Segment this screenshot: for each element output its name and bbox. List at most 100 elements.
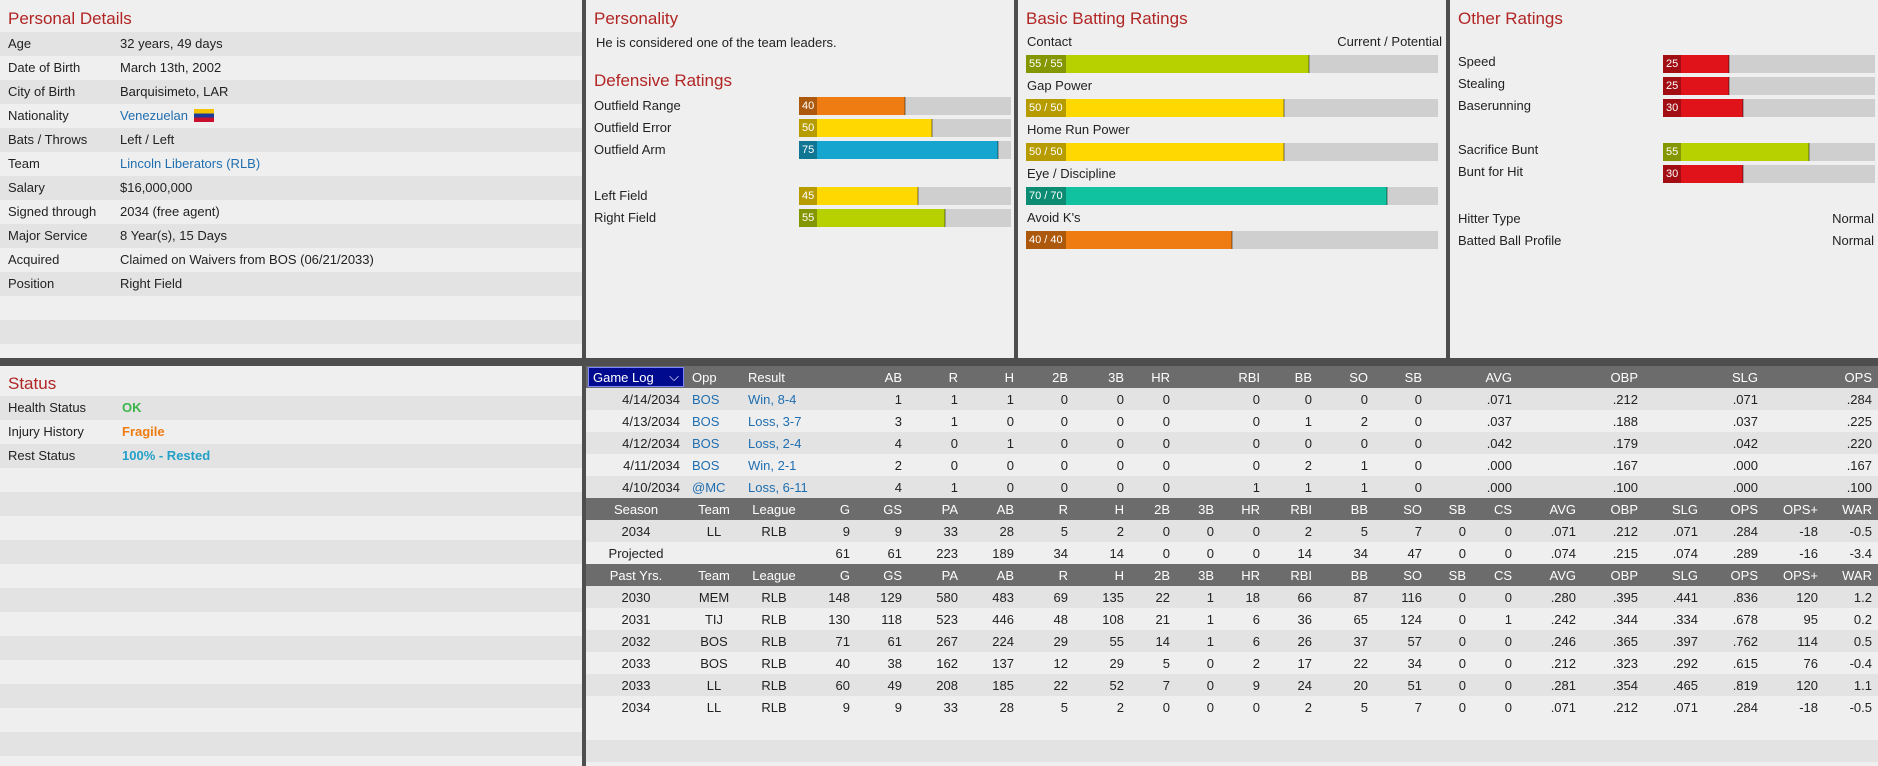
past-years-cell: LL bbox=[706, 699, 722, 715]
game-log-col-header[interactable]: AVG bbox=[1428, 366, 1518, 388]
game-log-row[interactable]: 4/14/2034 BOS Win, 8-4 1 1 1 0 0 0 0 0 0 0.071.212.0… bbox=[586, 388, 1878, 410]
past-years-col-header[interactable]: OPS+ bbox=[1764, 564, 1824, 586]
game-log-col-header[interactable]: Opp bbox=[686, 366, 742, 388]
game-log-row[interactable]: 4/12/2034 BOS Loss, 2-4 4 0 1 0 0 0 0 0 0 0.042.179.… bbox=[586, 432, 1878, 454]
season-stats-col-header[interactable]: WAR bbox=[1824, 498, 1878, 520]
season-stats-col-header[interactable]: SO bbox=[1374, 498, 1428, 520]
season-stats-col-header[interactable]: AB bbox=[964, 498, 1020, 520]
past-years-col-header[interactable]: RBI bbox=[1266, 564, 1318, 586]
past-years-col-header[interactable]: Team bbox=[686, 564, 742, 586]
game-log-cell: 1 bbox=[964, 432, 1020, 454]
season-stats-col-header[interactable]: H bbox=[1074, 498, 1130, 520]
detail-value-team[interactable]: Lincoln Liberators (RLB) bbox=[120, 156, 261, 171]
game-log-col-header[interactable]: 2B bbox=[1020, 366, 1074, 388]
opponent-link[interactable]: BOS bbox=[686, 432, 742, 454]
game-log-cell: .000 bbox=[1644, 476, 1764, 498]
result-link[interactable]: Loss, 2-4 bbox=[742, 432, 856, 454]
season-stats-col-header[interactable]: OPS bbox=[1704, 498, 1764, 520]
game-log-col-header[interactable]: R bbox=[908, 366, 964, 388]
game-log-col-header[interactable]: HR bbox=[1130, 366, 1176, 388]
past-years-col-header[interactable]: CS bbox=[1472, 564, 1518, 586]
game-log-col-header[interactable]: H bbox=[964, 366, 1020, 388]
past-years-col-header[interactable]: WAR bbox=[1824, 564, 1878, 586]
past-years-col-header[interactable]: League bbox=[742, 564, 806, 586]
game-log-row[interactable]: 4/11/2034 BOS Win, 2-1 2 0 0 0 0 0 0 2 1 0 .000 .167 .0… bbox=[586, 454, 1878, 476]
season-stats-cell: .212 bbox=[1582, 520, 1644, 542]
game-log-col-header[interactable]: SLG bbox=[1644, 366, 1764, 388]
season-stats-col-header[interactable]: PA bbox=[908, 498, 964, 520]
result-link[interactable]: Loss, 3-7 bbox=[748, 413, 802, 429]
game-log-col-header[interactable]: RBI bbox=[1176, 366, 1266, 388]
game-log-col-header[interactable]: SB bbox=[1374, 366, 1428, 388]
past-years-header: Past Yrs. Team League G GS PA AB R H 2B 3B HR RBI BB S… bbox=[586, 564, 1878, 586]
season-stats-col-header[interactable]: AVG bbox=[1518, 498, 1582, 520]
past-years-col-header[interactable]: AVG bbox=[1518, 564, 1582, 586]
past-years-col-header[interactable]: SLG bbox=[1644, 564, 1704, 586]
past-years-col-header[interactable]: R bbox=[1020, 564, 1074, 586]
season-stats-col-header[interactable]: R bbox=[1020, 498, 1074, 520]
bat-contact-label: Contact bbox=[1027, 34, 1072, 49]
season-stats-col-header[interactable]: G bbox=[806, 498, 856, 520]
game-log-col-header[interactable]: 3B bbox=[1074, 366, 1130, 388]
season-stats-col-header[interactable]: SB bbox=[1428, 498, 1472, 520]
season-stats-col-header[interactable]: Season bbox=[586, 498, 686, 520]
game-log-col-header[interactable]: SO bbox=[1318, 366, 1374, 388]
season-stats-cell: 2 bbox=[1074, 520, 1130, 542]
past-years-col-header[interactable]: SB bbox=[1428, 564, 1472, 586]
season-stats-col-header[interactable]: CS bbox=[1472, 498, 1518, 520]
opponent-link[interactable]: @MC bbox=[686, 476, 742, 498]
past-years-cell: 57 bbox=[1374, 630, 1428, 652]
season-stats-col-header[interactable]: OPS+ bbox=[1764, 498, 1824, 520]
game-log-row[interactable]: 4/10/2034 @MC Loss, 6-11 4 1 0 0 0 0 1 1 1 0.000.100… bbox=[586, 476, 1878, 498]
past-years-col-header[interactable]: HR bbox=[1220, 564, 1266, 586]
detail-value-date-of-birth: March 13th, 2002 bbox=[120, 60, 222, 75]
season-stats-cell bbox=[686, 542, 742, 564]
game-log-col-header[interactable]: Result bbox=[742, 366, 856, 388]
past-years-col-header[interactable]: 2B bbox=[1130, 564, 1176, 586]
past-years-cell: 87 bbox=[1318, 586, 1374, 608]
detail-key: Signed through bbox=[8, 204, 97, 219]
season-stats-col-header[interactable]: BB bbox=[1318, 498, 1374, 520]
game-log-cell: 0 bbox=[1020, 432, 1074, 454]
past-years-cell: 120 bbox=[1764, 674, 1824, 696]
game-log-col-header[interactable]: AB bbox=[856, 366, 908, 388]
game-log-row[interactable]: 4/13/2034 BOS Loss, 3-7 3 1 0 0 0 0 0 1 2 0 .037 .188.… bbox=[586, 410, 1878, 432]
season-stats-col-header[interactable]: OBP bbox=[1582, 498, 1644, 520]
season-stats-col-header[interactable]: SLG bbox=[1644, 498, 1704, 520]
season-stats-col-header[interactable]: 2B bbox=[1130, 498, 1176, 520]
game-log-col-header[interactable]: OPS bbox=[1764, 366, 1878, 388]
opponent-link[interactable]: BOS bbox=[686, 388, 742, 410]
past-years-col-header[interactable]: G bbox=[806, 564, 856, 586]
bat-contact-potential-marker bbox=[1308, 55, 1311, 73]
game-log-col-header[interactable]: OBP bbox=[1518, 366, 1644, 388]
season-stats-col-header[interactable]: Team bbox=[686, 498, 742, 520]
past-years-col-header[interactable]: H bbox=[1074, 564, 1130, 586]
result-link[interactable]: Win, 2-1 bbox=[748, 457, 797, 473]
season-stats-col-header[interactable]: League bbox=[742, 498, 806, 520]
past-years-col-header[interactable]: GS bbox=[856, 564, 908, 586]
opponent-link[interactable]: BOS bbox=[692, 457, 720, 473]
game-log-col-header[interactable]: BB bbox=[1266, 366, 1318, 388]
past-years-col-header[interactable]: AB bbox=[964, 564, 1020, 586]
season-stats-col-header[interactable]: GS bbox=[856, 498, 908, 520]
past-years-col-header[interactable]: Past Yrs. bbox=[586, 564, 686, 586]
season-stats-col-header[interactable]: HR bbox=[1220, 498, 1266, 520]
past-years-col-header[interactable]: OPS bbox=[1704, 564, 1764, 586]
game-log-select[interactable]: Game Log ⌵ bbox=[588, 367, 684, 387]
result-link[interactable]: Win, 8-4 bbox=[742, 388, 856, 410]
past-years-col-header[interactable]: PA bbox=[908, 564, 964, 586]
past-years-col-header[interactable]: SO bbox=[1374, 564, 1428, 586]
season-stats-col-header[interactable]: 3B bbox=[1176, 498, 1220, 520]
game-log-cell: .000 bbox=[1486, 457, 1512, 473]
season-stats-row: Projected 61 61 223 189 34 14 0 0 0 14 34 47 0 0 .074 .2… bbox=[586, 542, 1878, 564]
past-years-col-header[interactable]: 3B bbox=[1176, 564, 1220, 586]
detail-value-nationality[interactable]: Venezuelan bbox=[120, 104, 214, 128]
result-link[interactable]: Loss, 6-11 bbox=[742, 476, 856, 498]
past-years-col-header[interactable]: OBP bbox=[1582, 564, 1644, 586]
opponent-link[interactable]: BOS bbox=[692, 413, 720, 429]
past-years-col-header[interactable]: BB bbox=[1318, 564, 1374, 586]
bat-eye-discipline-label: Eye / Discipline bbox=[1027, 166, 1116, 181]
past-years-cell: .836 bbox=[1704, 586, 1764, 608]
def-outfield-arm-label: Outfield Arm bbox=[594, 142, 666, 157]
season-stats-col-header[interactable]: RBI bbox=[1266, 498, 1318, 520]
